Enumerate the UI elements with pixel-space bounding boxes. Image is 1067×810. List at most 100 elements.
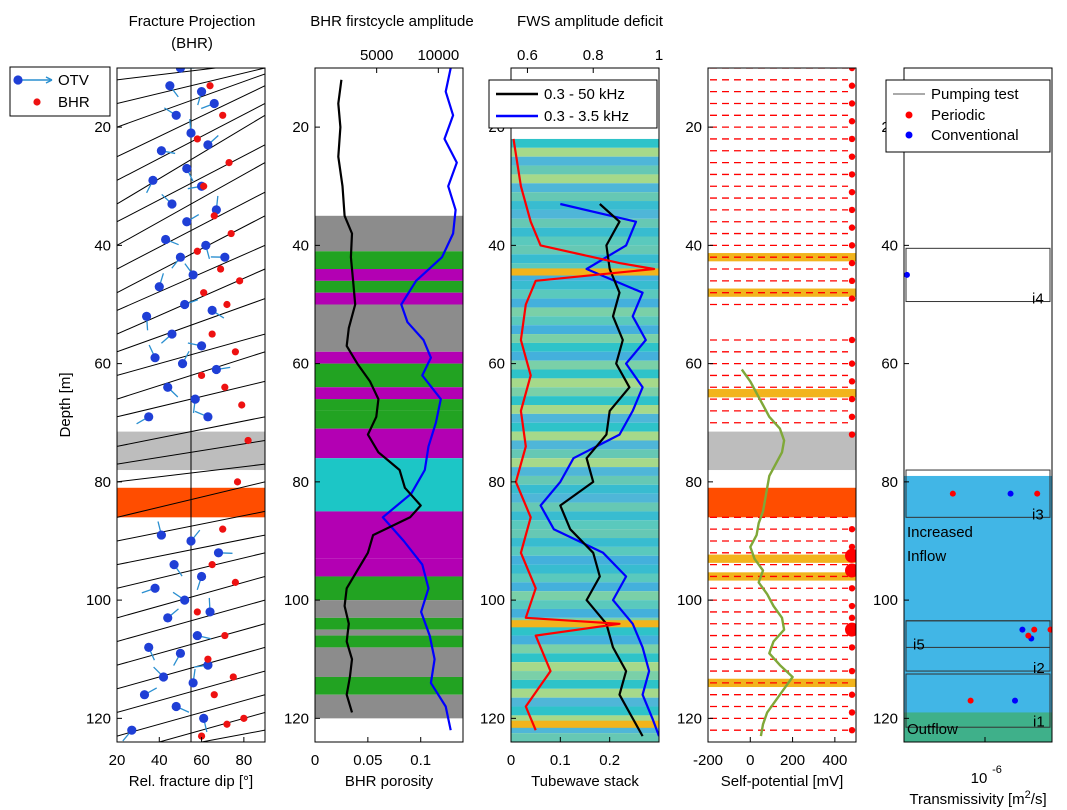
- otv-point-46: [188, 678, 198, 688]
- sp-dot-15: [848, 360, 856, 367]
- porosity-xlabel: BHR porosity: [345, 773, 434, 790]
- fracture-x-label-20: 20: [109, 752, 126, 769]
- fws-band-25: [511, 360, 659, 370]
- fracture-plot-area: [117, 68, 265, 742]
- porosity-zone-11: [315, 428, 463, 459]
- fws-band-4: [511, 174, 659, 184]
- fws-band-11: [511, 236, 659, 246]
- otv-point-43: [175, 648, 186, 658]
- porosity-zone-8: [315, 387, 463, 400]
- porosity-zone-0: [315, 215, 463, 252]
- fws-low-curve: [539, 202, 659, 737]
- sp-x-label-200: 200: [780, 752, 805, 769]
- trans-xlabel-sup: 2: [1025, 789, 1031, 801]
- fws-band-1: [511, 147, 659, 157]
- sp-dot-24: [848, 585, 856, 592]
- legend-fws-high-label: 0.3 - 50 kHz: [544, 86, 625, 103]
- fws-yellow-mark-2: [511, 720, 659, 728]
- sp-dot-30: [848, 691, 856, 698]
- otv-point-22: [142, 311, 152, 321]
- fws-band-42: [511, 511, 659, 521]
- bhr-point-23: [221, 631, 229, 640]
- conventional-point-0: [904, 271, 910, 278]
- bhr-point-27: [240, 714, 248, 722]
- porosity-zone-16: [315, 600, 463, 618]
- fws-band-67: [511, 733, 659, 742]
- bhr-point-25: [229, 673, 237, 681]
- interval-label-i1: i1: [1033, 713, 1045, 730]
- panel-bhr-porosity: 20 40 60 80 100 120 0 0.05 0.1 5000 10000 BHR poros…: [284, 13, 474, 790]
- porosity-frame: [314, 67, 464, 743]
- bhr-point-9: [236, 277, 244, 285]
- porosity-zone-14: [315, 558, 463, 577]
- fracture-subtitle: (BHR): [171, 35, 213, 52]
- otv-point-7: [156, 146, 166, 156]
- fws-band-14: [511, 263, 659, 272]
- fws-band-39: [511, 484, 659, 494]
- fws-frame: [510, 67, 660, 743]
- fws-band-66: [511, 724, 659, 734]
- porosity-x-label-0: 0: [311, 752, 319, 769]
- fws-band-13: [511, 254, 659, 264]
- sp-y-label-20: 20: [685, 119, 702, 136]
- sp-large-dot-1: [845, 563, 856, 578]
- sp-x-label--200: -200: [693, 752, 723, 769]
- sp-dot-20: [848, 525, 856, 533]
- inflow-zone: [904, 475, 1052, 725]
- legend-otv-marker: [13, 75, 23, 85]
- fracture-title: Fracture Projection: [129, 13, 256, 30]
- tubewave-curve: [512, 138, 656, 731]
- fws-band-5: [511, 183, 659, 193]
- periodic-point-3: [1047, 626, 1052, 633]
- sp-large-dot-0: [845, 548, 856, 563]
- sp-dot-0: [848, 68, 856, 72]
- trans-y-label-80: 80: [881, 474, 898, 491]
- fws-band-27: [511, 378, 659, 388]
- fws-band-24: [511, 351, 659, 361]
- fws-band-30: [511, 405, 659, 414]
- legend-otv-arrowhead: [45, 76, 53, 84]
- trans-x-tick-label: 10: [971, 770, 988, 787]
- fws-band-44: [511, 529, 659, 539]
- fws-band-38: [511, 475, 659, 485]
- otv-point-32: [156, 530, 166, 540]
- porosity-y-label-120: 120: [284, 710, 309, 727]
- otv-point-5: [186, 128, 196, 138]
- bhr-point-2: [193, 135, 201, 143]
- fracture-y-label-40: 40: [94, 237, 111, 254]
- fws-band-58: [511, 653, 659, 663]
- otv-point-23: [167, 329, 177, 339]
- fws-band-51: [511, 591, 659, 601]
- legend-fws-low-label: 0.3 - 3.5 kHz: [544, 108, 629, 125]
- fws-yellow-mark-1: [511, 620, 659, 628]
- fws-top-x-label-1: 1: [655, 47, 663, 64]
- fws-title: FWS amplitude deficit: [517, 13, 664, 30]
- otv-point-11: [167, 199, 177, 209]
- bhr-point-6: [227, 229, 235, 238]
- periodic-point-1: [1034, 490, 1041, 497]
- sp-x-label-400: 400: [822, 752, 847, 769]
- bhr-point-18: [233, 478, 242, 486]
- fracture-y-label-60: 60: [94, 356, 111, 373]
- otv-point-41: [192, 630, 202, 641]
- fws-high-curve: [559, 203, 644, 737]
- otv-point-34: [213, 548, 224, 558]
- sp-dot-21: [848, 543, 856, 551]
- otv-point-14: [161, 234, 171, 245]
- fws-band-31: [511, 413, 659, 423]
- fws-band-53: [511, 608, 659, 618]
- conventional-point-1: [1007, 490, 1014, 497]
- fws-band-16: [511, 280, 659, 290]
- sp-y-label-120: 120: [677, 710, 702, 727]
- fracture-y-label-80: 80: [94, 474, 111, 491]
- porosity-curve: [337, 79, 422, 713]
- otv-point-39: [205, 607, 215, 617]
- fracture-xlabel: Rel. fracture dip [°]: [129, 773, 253, 790]
- fws-band-28: [511, 387, 659, 397]
- fws-band-33: [511, 431, 659, 441]
- sp-dot-9: [848, 224, 856, 231]
- interval-box-i1: [905, 673, 1051, 728]
- otv-point-20: [180, 299, 190, 310]
- fws-band-18: [511, 298, 659, 308]
